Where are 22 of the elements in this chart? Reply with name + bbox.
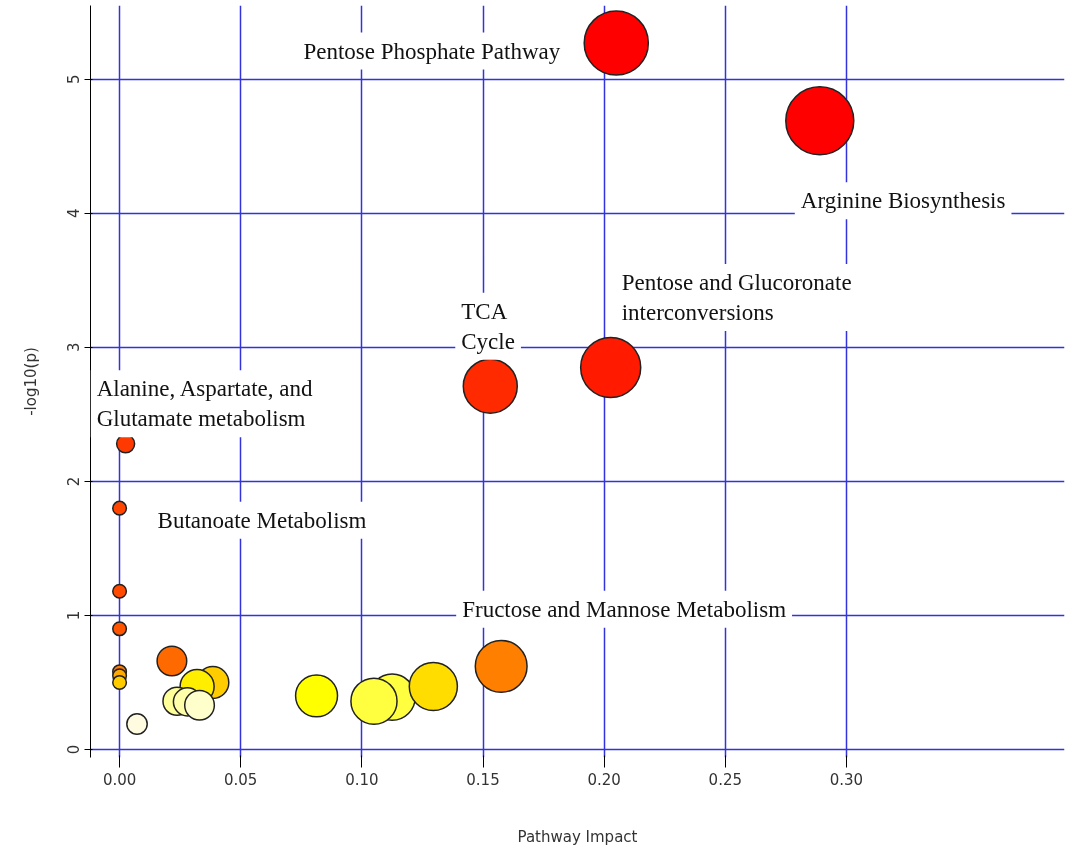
annotation: Fructose and Mannose Metabolism [462,596,787,622]
y-tick-label: 3 [65,342,84,353]
y-tick-label: 5 [65,74,84,84]
annotation: Butanoate Metabolism [157,507,367,533]
x-tick-label: 0.25 [708,770,742,789]
x-tick-label: 0.05 [224,770,258,789]
x-tick-label: 0.10 [345,770,379,789]
y-tick-label: 4 [65,208,84,219]
annotation: TCA Cycle [461,298,515,354]
x-tick-label: 0.20 [587,770,621,789]
x-tick-label: 0.15 [466,770,500,789]
x-tick-label: 0.00 [102,770,137,789]
y-tick-label: 2 [65,476,84,487]
annotation: Alanine, Aspartate, and Glutamate metabolism [96,376,313,432]
y-axis-title: -log10(p) [21,347,40,416]
y-tick-label: 0 [65,744,84,755]
x-axis-title: Pathway Impact [517,827,638,846]
x-tick-label: 0.30 [829,770,864,789]
annotation: Arginine Biosynthesis [800,188,1006,214]
annotation: Pentose Phosphate Pathway [303,38,561,64]
y-tick-label: 1 [65,610,84,621]
annotation: Pentose and Glucoronate interconversions [621,269,852,325]
